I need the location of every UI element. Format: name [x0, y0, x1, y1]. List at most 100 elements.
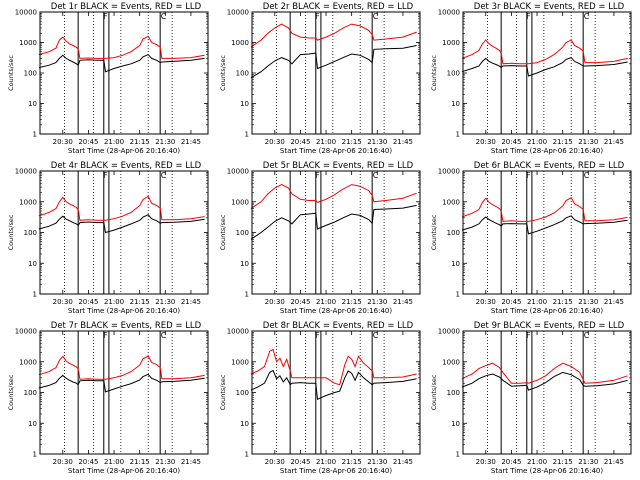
x-tick-label: 20:45	[78, 138, 98, 146]
x-tick-label: 21:00	[104, 458, 124, 466]
x-axis-label: Start Time (28-Apr-06 20:16:40)	[68, 147, 180, 155]
x-tick-label: 21:15	[553, 138, 573, 146]
x-axis-label: Start Time (28-Apr-06 20:16:40)	[68, 307, 180, 315]
series-line-lld	[461, 39, 628, 65]
x-tick-label: 20:30	[265, 298, 285, 306]
marker-letter: C	[373, 331, 379, 340]
series-line-lld	[461, 197, 628, 222]
y-tick-label: 100	[447, 389, 460, 397]
panels-grid: Det 1r BLACK = Events, RED = LLD Counts/s…	[7, 2, 632, 475]
marker-letter: F	[103, 12, 108, 21]
series-line-events	[38, 214, 205, 234]
plot-frame	[251, 11, 421, 135]
series-line-events	[250, 369, 417, 401]
marker-letter: C	[584, 12, 590, 21]
x-tick-label: 21:15	[130, 298, 150, 306]
marker-letter: C	[373, 12, 379, 21]
plot-frame	[39, 11, 209, 135]
panel-7: Det 7r BLACK = Events, RED = LLD Counts/s…	[7, 321, 209, 475]
y-tick-label: 100	[24, 70, 37, 78]
series-line-events	[461, 371, 628, 391]
plot-frame	[462, 11, 632, 135]
y-tick-label: 10	[28, 420, 37, 428]
y-tick-label: 1000	[19, 358, 37, 366]
y-tick-label: 1	[456, 291, 460, 299]
panel-title: Det 8r BLACK = Events, RED = LLD	[263, 321, 414, 331]
y-tick-label: 1	[245, 451, 249, 459]
x-tick-label: 21:15	[342, 458, 362, 466]
x-tick-label: 21:00	[316, 458, 336, 466]
series-line-lld	[250, 348, 417, 386]
y-tick-label: 10	[451, 260, 460, 268]
marker-letter: C	[373, 171, 379, 180]
y-tick-label: 1	[245, 291, 249, 299]
x-tick-label: 21:30	[578, 458, 598, 466]
y-axis-label: Counts/sec	[219, 374, 227, 410]
plot-frame	[462, 170, 632, 295]
y-tick-label: 100	[447, 70, 460, 78]
y-tick-label: 10000	[438, 168, 460, 176]
panel-9: Det 9r BLACK = Events, RED = LLD Counts/s…	[430, 321, 632, 475]
x-tick-label: 21:15	[130, 138, 150, 146]
panel-title: Det 9r BLACK = Events, RED = LLD	[474, 321, 625, 331]
x-axis-label: Start Time (28-Apr-06 20:16:40)	[280, 307, 392, 315]
y-axis-label: Counts/sec	[7, 55, 15, 91]
panel-3: Det 3r BLACK = Events, RED = LLD Counts/s…	[430, 2, 632, 155]
y-tick-label: 10	[240, 420, 249, 428]
x-tick-label: 20:45	[290, 138, 310, 146]
y-tick-label: 1000	[231, 198, 249, 206]
x-axis-label: Start Time (28-Apr-06 20:16:40)	[491, 467, 603, 475]
y-tick-label: 10000	[227, 328, 249, 336]
x-tick-label: 21:30	[578, 138, 598, 146]
x-axis-label: Start Time (28-Apr-06 20:16:40)	[68, 467, 180, 475]
y-tick-label: 1	[33, 291, 37, 299]
marker-letter: F	[315, 12, 320, 21]
series-line-lld	[38, 355, 205, 380]
x-tick-label: 20:45	[78, 298, 98, 306]
x-tick-label: 21:15	[342, 298, 362, 306]
y-tick-label: 100	[447, 229, 460, 237]
x-tick-label: 20:45	[290, 298, 310, 306]
y-tick-label: 100	[236, 70, 249, 78]
x-tick-label: 21:00	[316, 138, 336, 146]
x-tick-label: 21:45	[393, 298, 413, 306]
series-line-events	[250, 204, 417, 240]
series-line-lld	[250, 184, 417, 210]
x-tick-label: 21:45	[604, 298, 624, 306]
x-tick-label: 20:45	[501, 458, 521, 466]
x-tick-label: 21:30	[367, 458, 387, 466]
x-tick-label: 21:15	[342, 138, 362, 146]
series-line-events	[461, 215, 628, 235]
y-tick-label: 1000	[231, 39, 249, 47]
panel-title: Det 4r BLACK = Events, RED = LLD	[51, 161, 202, 171]
x-tick-label: 21:30	[367, 298, 387, 306]
y-tick-label: 10000	[15, 328, 37, 336]
series-line-lld	[38, 35, 205, 59]
y-tick-label: 10	[240, 260, 249, 268]
plot-frame	[462, 330, 632, 455]
x-tick-label: 21:15	[553, 298, 573, 306]
y-axis-label: Counts/sec	[430, 374, 438, 410]
y-tick-label: 100	[24, 229, 37, 237]
y-tick-label: 1	[33, 451, 37, 459]
panel-2: Det 2r BLACK = Events, RED = LLD Counts/s…	[219, 2, 421, 155]
marker-letter: F	[103, 331, 108, 340]
marker-letter: C	[584, 331, 590, 340]
y-tick-label: 1	[456, 131, 460, 139]
panel-title: Det 6r BLACK = Events, RED = LLD	[474, 161, 625, 171]
marker-letter: C	[161, 12, 167, 21]
y-tick-label: 10	[28, 100, 37, 108]
panel-title: Det 3r BLACK = Events, RED = LLD	[474, 2, 625, 12]
marker-letter: F	[103, 171, 108, 180]
y-tick-label: 1	[33, 131, 37, 139]
y-axis-label: Counts/sec	[7, 214, 15, 250]
panel-6: Det 6r BLACK = Events, RED = LLD Counts/s…	[430, 161, 632, 315]
y-tick-label: 10	[240, 100, 249, 108]
plot-frame	[251, 330, 421, 455]
x-tick-label: 20:30	[265, 458, 285, 466]
y-axis-label: Counts/sec	[7, 374, 15, 410]
y-tick-label: 10	[28, 260, 37, 268]
x-tick-label: 20:45	[501, 138, 521, 146]
marker-letter: C	[161, 171, 167, 180]
